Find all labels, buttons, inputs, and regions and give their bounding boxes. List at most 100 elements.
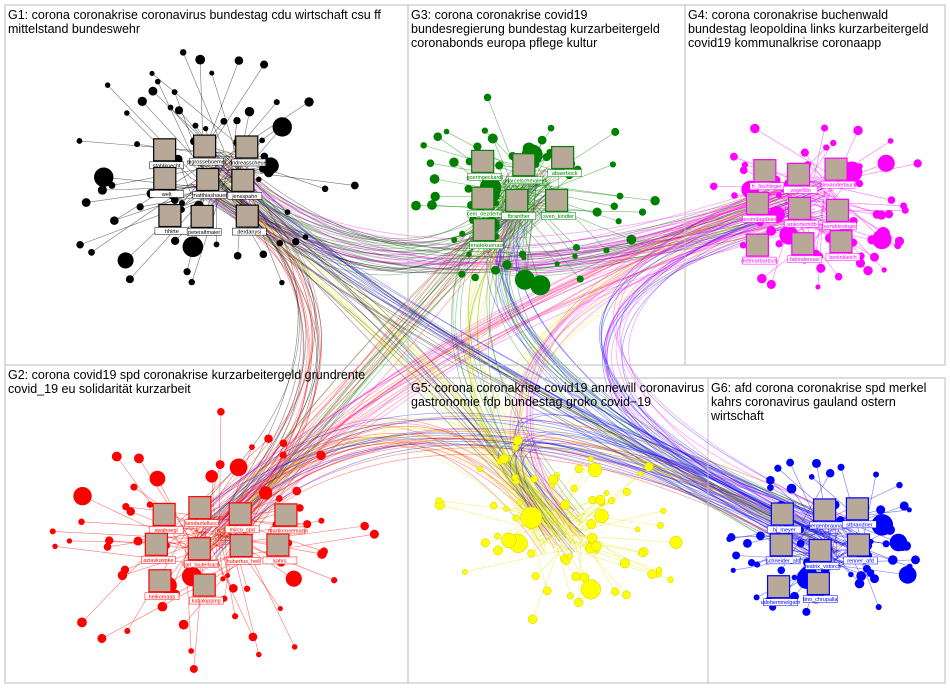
user-avatar [753, 159, 777, 183]
edge [506, 444, 845, 548]
edge [490, 186, 802, 270]
user-avatar [770, 502, 794, 526]
node [511, 473, 519, 482]
node [530, 275, 551, 296]
node [435, 497, 443, 505]
node [97, 633, 107, 643]
node [279, 279, 285, 286]
node [154, 78, 161, 85]
node [595, 494, 606, 505]
node [234, 56, 244, 65]
node [512, 514, 520, 522]
edge [218, 438, 810, 530]
node [894, 236, 905, 246]
node [443, 128, 450, 135]
edge [511, 195, 809, 553]
edge [200, 192, 833, 556]
edge [508, 213, 836, 518]
user-avatar [505, 188, 529, 213]
edge [532, 513, 573, 620]
edge [477, 199, 551, 516]
node [608, 497, 616, 505]
edge [222, 150, 825, 565]
edge [520, 447, 806, 547]
edge [200, 438, 818, 562]
user-avatar [551, 145, 575, 170]
node [572, 253, 578, 260]
edge [233, 180, 816, 548]
edge [530, 439, 813, 559]
node [660, 507, 667, 514]
edge [506, 507, 584, 510]
user-avatar [813, 498, 837, 522]
node [260, 60, 269, 69]
user-label: derdanysi [237, 230, 261, 236]
node [887, 138, 894, 144]
node [256, 176, 262, 183]
node [202, 125, 209, 132]
user-label: hhirte [165, 229, 179, 235]
edge [604, 209, 838, 555]
node [622, 590, 631, 600]
node [233, 251, 242, 260]
node [279, 451, 287, 459]
user-avatar [824, 157, 848, 181]
user-avatar [845, 497, 869, 521]
node [560, 499, 571, 510]
user-label: udohemmelgarn [761, 600, 801, 606]
edge [523, 433, 851, 560]
node [316, 450, 326, 461]
node [570, 484, 578, 492]
node [854, 578, 865, 589]
user-label-bg [763, 598, 798, 606]
user-label: vogelblo [790, 188, 811, 194]
edge [488, 195, 572, 544]
node [205, 470, 219, 483]
edge [514, 413, 818, 517]
node [580, 579, 601, 600]
edge [519, 189, 805, 520]
edge [599, 211, 839, 539]
edge [575, 540, 644, 553]
user-avatar [235, 135, 259, 159]
edge [239, 168, 846, 565]
edge [199, 209, 537, 539]
user-label-bg [192, 191, 227, 199]
user-label-bg [141, 556, 176, 564]
edge [512, 195, 796, 540]
user-avatar [544, 188, 569, 212]
node [433, 132, 443, 141]
edge [231, 187, 824, 270]
edge [208, 194, 322, 522]
user-avatar [808, 538, 832, 563]
node [493, 200, 500, 207]
node [195, 54, 206, 65]
node [49, 528, 56, 535]
user-label: stbrandner [846, 522, 872, 528]
edge [518, 188, 822, 549]
edge [532, 194, 820, 533]
node [149, 70, 155, 77]
edge [215, 196, 805, 257]
user-label-bg [742, 256, 777, 265]
node [634, 526, 641, 533]
edge [509, 186, 812, 512]
group-title: G2: corona covid19 spd coronakrise kurza… [8, 368, 366, 396]
edge [207, 163, 299, 534]
node [767, 484, 774, 491]
user-label-bg [184, 560, 219, 569]
user-label: kahrs [273, 558, 287, 564]
edge [506, 446, 843, 542]
edge [510, 442, 842, 536]
node [360, 521, 369, 531]
node [637, 549, 646, 557]
edge [194, 192, 821, 522]
edge [507, 203, 851, 548]
node [302, 234, 309, 240]
edge [513, 213, 809, 548]
node [656, 521, 664, 529]
user-label-bg [767, 525, 802, 534]
user-avatar [806, 571, 830, 596]
node [753, 594, 760, 601]
node [477, 466, 483, 473]
